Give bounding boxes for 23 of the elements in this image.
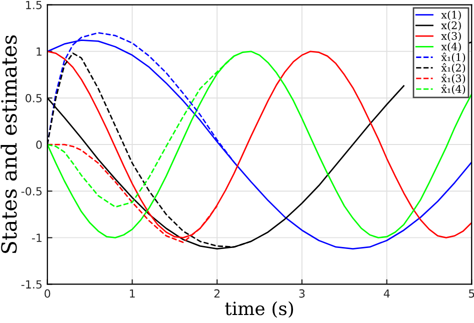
legend-label: x̂₁(3) xyxy=(441,74,466,84)
x-tick-label: 0 xyxy=(44,289,50,298)
y-tick-label: -1.5 xyxy=(21,280,42,289)
x-tick-label: 2 xyxy=(214,289,220,298)
legend-label: x̂₁(4) xyxy=(441,84,466,94)
x-tick-label: 1 xyxy=(130,289,135,298)
y-tick-label: 1.5 xyxy=(26,0,42,10)
y-tick-label: 0.5 xyxy=(26,94,42,102)
x-axis-title: time (s) xyxy=(225,301,294,318)
legend-label: x(3) xyxy=(441,32,461,42)
y-axis-title: States and estimates xyxy=(0,35,17,254)
legend-label: x(4) xyxy=(441,42,461,52)
y-tick-label: 0 xyxy=(36,140,42,149)
legend-label: x(2) xyxy=(441,21,461,31)
y-tick-label: -0.5 xyxy=(21,187,42,196)
x-tick-label: 5 xyxy=(468,289,474,298)
x-tick-label: 4 xyxy=(384,289,390,298)
y-tick-label: 1 xyxy=(36,48,42,56)
legend-label: x(1) xyxy=(441,10,461,20)
x-tick-label: 3 xyxy=(299,289,305,298)
y-tick-label: -1 xyxy=(32,234,42,242)
legend-label: x̂₁(1) xyxy=(441,52,466,63)
legend-label: x̂₁(2) xyxy=(441,63,466,74)
